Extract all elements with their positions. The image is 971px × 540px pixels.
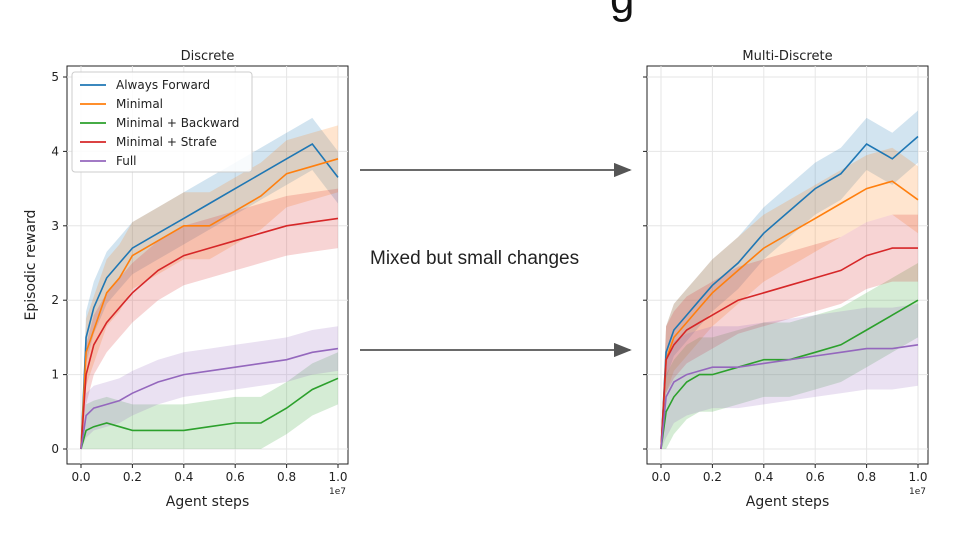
series-band xyxy=(661,147,918,449)
x-tick-label: 0.6 xyxy=(806,470,825,484)
chart-title: Discrete xyxy=(181,49,235,64)
legend-label: Minimal xyxy=(116,97,163,111)
plot-frame xyxy=(646,65,929,465)
series-band xyxy=(661,263,918,449)
series-line xyxy=(660,180,919,450)
series-line xyxy=(660,299,919,450)
series-line xyxy=(80,347,339,450)
chart-discrete: 0.0 0.2 0.4 0.6 0.8 1.0 0 1 2 3 4 5 Discrete Agent st… xyxy=(23,49,349,510)
series-line xyxy=(80,377,339,450)
x-tick-label: 0.0 xyxy=(651,470,670,484)
title-fragment: g xyxy=(610,0,634,24)
legend-label: Full xyxy=(116,154,137,168)
x-tick-label: 0.8 xyxy=(857,470,876,484)
series-band xyxy=(661,303,918,449)
y-tick-label: 0 xyxy=(51,442,59,456)
series-band xyxy=(81,352,338,449)
series-line xyxy=(80,142,339,450)
series-line xyxy=(660,135,919,450)
y-tick-label: 1 xyxy=(51,368,59,382)
x-tick-label: 1.0 xyxy=(328,470,347,484)
x-multiplier: 1e7 xyxy=(909,487,926,497)
y-tick-label: 3 xyxy=(51,219,59,233)
legend-label: Always Forward xyxy=(116,78,210,92)
x-tick-label: 0.2 xyxy=(703,470,722,484)
annotation-text: Mixed but small changes xyxy=(370,248,580,269)
y-axis-label: Episodic reward xyxy=(23,210,39,321)
series-band xyxy=(661,110,918,449)
series-band xyxy=(661,214,918,449)
x-tick-label: 1.0 xyxy=(908,470,927,484)
x-axis-label: Agent steps xyxy=(166,494,249,510)
legend-box xyxy=(71,71,253,173)
x-tick-label: 0.6 xyxy=(226,470,245,484)
series-band xyxy=(81,326,338,449)
x-tick-label: 0.0 xyxy=(71,470,90,484)
x-tick-label: 0.8 xyxy=(277,470,296,484)
chart-title: Multi-Discrete xyxy=(742,49,832,64)
x-tick-label: 0.4 xyxy=(754,470,773,484)
x-tick-label: 0.4 xyxy=(174,470,193,484)
x-tick-label: 0.2 xyxy=(123,470,142,484)
legend-label: Minimal + Strafe xyxy=(116,135,217,149)
legend-label: Minimal + Backward xyxy=(116,116,239,130)
chart-multi-discrete: 0.0 0.2 0.4 0.6 0.8 1.0 Multi-Discrete Agent st… xyxy=(643,49,929,510)
y-tick-label: 4 xyxy=(51,144,59,158)
series-band xyxy=(81,125,338,450)
series-line xyxy=(80,158,339,450)
series-line xyxy=(80,217,339,450)
series-line xyxy=(660,247,918,450)
series-band xyxy=(81,188,338,449)
x-axis-label: Agent steps xyxy=(746,494,829,510)
y-tick-label: 5 xyxy=(51,70,59,84)
series-band xyxy=(81,117,338,450)
y-tick-label: 2 xyxy=(51,293,59,307)
plot-frame xyxy=(66,65,349,465)
series-line xyxy=(660,344,919,450)
x-multiplier: 1e7 xyxy=(329,487,346,497)
